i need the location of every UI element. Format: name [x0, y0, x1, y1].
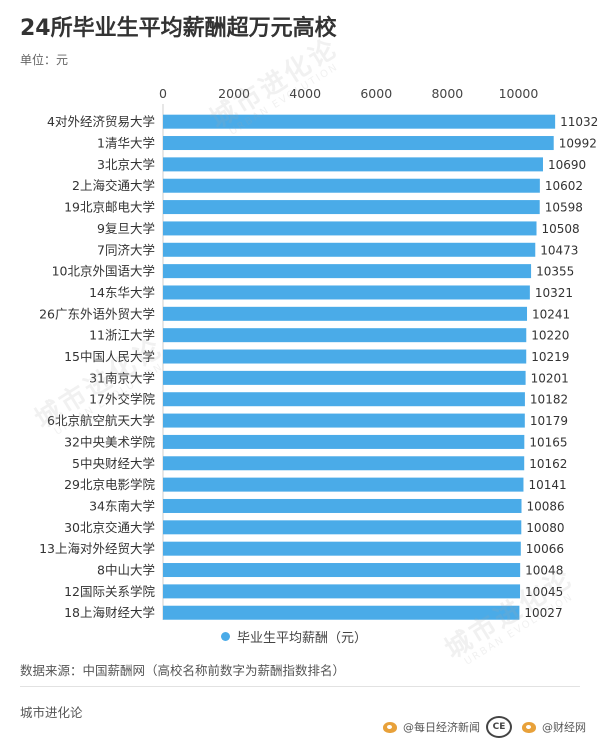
category-label: 9复旦大学 — [97, 221, 155, 236]
data-label: 10598 — [545, 201, 583, 215]
bar — [163, 136, 554, 151]
data-label: 10179 — [530, 414, 568, 428]
data-label: 10162 — [529, 457, 567, 471]
data-label: 10048 — [525, 564, 563, 578]
legend: 毕业生平均薪酬（元） — [221, 627, 367, 646]
bar — [163, 392, 525, 407]
bar — [163, 370, 526, 385]
source-note: 数据来源：中国薪酬网（高校名称前数字为薪酬指数排名） — [20, 663, 346, 678]
category-label: 29北京电影学院 — [64, 477, 155, 492]
data-label: 10080 — [526, 521, 564, 535]
bar — [163, 200, 540, 215]
data-label: 10992 — [559, 137, 597, 151]
credits: @每日经济新闻 CE @财经网 — [383, 716, 586, 738]
category-label: 32中央美术学院 — [64, 434, 155, 449]
bar — [163, 605, 520, 620]
page-title: 24所毕业生平均薪酬超万元高校 — [20, 16, 337, 41]
category-label: 11浙江大学 — [89, 328, 155, 343]
category-label: 17外交学院 — [89, 392, 155, 407]
category-label: 18上海财经大学 — [64, 605, 155, 620]
bar — [163, 456, 525, 471]
data-label: 10355 — [536, 265, 574, 279]
x-tick-label: 8000 — [431, 86, 463, 101]
bar — [163, 285, 530, 300]
category-label: 13上海对外经贸大学 — [39, 541, 155, 556]
category-label: 31南京大学 — [89, 370, 155, 385]
category-label: 14东华大学 — [89, 285, 155, 300]
divider — [20, 686, 580, 687]
data-label: 10690 — [548, 158, 586, 172]
bar — [163, 178, 540, 193]
data-label: 10045 — [525, 585, 563, 599]
credit-account-1: @每日经济新闻 — [403, 721, 480, 734]
category-label: 19北京邮电大学 — [64, 200, 155, 215]
data-label: 10027 — [524, 606, 562, 620]
bar — [163, 349, 527, 364]
bar — [163, 114, 556, 129]
x-tick-label: 2000 — [218, 86, 250, 101]
category-label: 5中央财经大学 — [72, 456, 155, 471]
category-label: 6北京航空航天大学 — [47, 413, 155, 428]
bar — [163, 413, 525, 428]
bar — [163, 306, 528, 321]
category-label: 8中山大学 — [97, 563, 155, 578]
legend-label: 毕业生平均薪酬（元） — [237, 631, 368, 646]
category-label: 15中国人民大学 — [64, 349, 155, 364]
weibo-icon-2 — [522, 721, 536, 733]
data-label: 10219 — [531, 350, 569, 364]
bar — [163, 477, 524, 492]
bar — [163, 328, 527, 343]
category-label: 26广东外语外贸大学 — [39, 306, 155, 321]
data-label: 11032 — [560, 115, 598, 129]
category-label: 12国际关系学院 — [64, 584, 155, 599]
category-label: 7同济大学 — [97, 242, 155, 257]
x-tick-label: 6000 — [360, 86, 392, 101]
category-label: 30北京交通大学 — [64, 520, 155, 535]
data-label: 10321 — [535, 286, 573, 300]
bar — [163, 221, 537, 236]
category-label: 2上海交通大学 — [72, 178, 155, 193]
weibo-icon — [383, 721, 397, 733]
bar-chart: 0 2000 4000 6000 8000 10000 4对外经济贸易大学 11032 1清华大… — [39, 86, 598, 620]
x-tick-label: 4000 — [289, 86, 321, 101]
category-label: 1清华大学 — [97, 136, 155, 151]
bar — [163, 563, 521, 578]
bar — [163, 242, 536, 257]
data-label: 10066 — [526, 542, 564, 556]
bar — [163, 434, 525, 449]
data-label: 10165 — [529, 435, 567, 449]
bar — [163, 584, 521, 599]
unit-label: 单位：元 — [20, 53, 69, 67]
legend-swatch — [221, 632, 230, 641]
bar — [163, 520, 522, 535]
category-label: 10北京外国语大学 — [52, 264, 155, 279]
data-label: 10182 — [530, 393, 568, 407]
data-label: 10241 — [532, 307, 570, 321]
data-label: 10141 — [528, 478, 566, 492]
data-label: 10220 — [531, 329, 569, 343]
x-tick-label: 10000 — [499, 86, 539, 101]
category-label: 3北京大学 — [97, 157, 155, 172]
data-label: 10602 — [545, 179, 583, 193]
category-label: 34东南大学 — [89, 498, 155, 513]
bar — [163, 157, 543, 172]
bar — [163, 541, 521, 556]
data-label: 10508 — [542, 222, 580, 236]
data-label: 10473 — [540, 243, 578, 257]
caijing-logo-icon: CE — [486, 716, 512, 738]
footer-brand: 城市进化论 — [20, 705, 83, 720]
bar — [163, 264, 532, 279]
category-label: 4对外经济贸易大学 — [47, 114, 155, 129]
bar — [163, 498, 522, 513]
x-tick-label: 0 — [159, 86, 167, 101]
data-label: 10201 — [531, 371, 569, 385]
credit-account-2: @财经网 — [542, 721, 586, 734]
data-label: 10086 — [527, 499, 565, 513]
